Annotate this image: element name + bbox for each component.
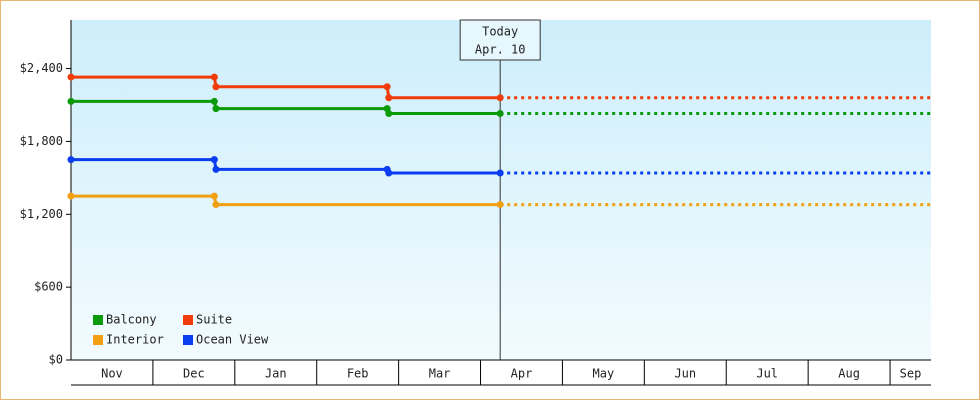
- today-date: Apr. 10: [475, 43, 526, 57]
- point: [212, 201, 220, 209]
- legend-label: Balcony: [106, 313, 157, 327]
- y-tick-label: $0: [49, 353, 63, 367]
- legend-label: Ocean View: [196, 333, 269, 347]
- point: [212, 165, 220, 173]
- legend-swatch: [183, 315, 193, 325]
- legend-swatch: [93, 315, 103, 325]
- today-box: [459, 19, 541, 61]
- legend-swatch: [183, 335, 193, 345]
- point: [212, 83, 220, 91]
- y-tick-label: $2,400: [20, 61, 63, 75]
- point: [67, 192, 75, 200]
- x-tick-label: Jun: [674, 367, 696, 381]
- point: [496, 169, 504, 177]
- point: [210, 97, 218, 105]
- y-tick-label: $600: [34, 280, 63, 294]
- series-line: [71, 194, 501, 207]
- x-tick-label: Mar: [429, 367, 451, 381]
- point: [210, 73, 218, 81]
- x-tick-label: Dec: [183, 367, 205, 381]
- point: [210, 156, 218, 164]
- x-tick-label: Aug: [838, 367, 860, 381]
- legend-label: Suite: [196, 313, 232, 327]
- point: [496, 110, 504, 117]
- x-tick-label: May: [593, 367, 615, 381]
- point: [212, 105, 220, 113]
- point: [210, 192, 218, 200]
- point: [496, 94, 504, 102]
- x-tick-label: Nov: [101, 367, 123, 381]
- x-tick-label: Jan: [265, 367, 287, 381]
- point: [67, 97, 75, 105]
- legend-label: Interior: [106, 333, 164, 347]
- point: [385, 110, 393, 117]
- x-tick-label: Apr: [511, 367, 533, 381]
- y-tick-label: $1,800: [20, 134, 63, 148]
- point: [385, 94, 393, 102]
- series-line: [71, 75, 501, 100]
- x-tick-label: Sep: [900, 367, 922, 381]
- today-label: Today: [482, 25, 518, 39]
- series-line: [71, 99, 501, 115]
- point: [67, 73, 75, 81]
- point: [496, 201, 504, 209]
- legend-swatch: [93, 335, 103, 345]
- x-tick-label: Feb: [347, 367, 369, 381]
- point: [67, 156, 75, 164]
- series-line: [71, 158, 501, 175]
- x-tick-label: Jul: [756, 367, 778, 381]
- plot-area: [71, 20, 931, 360]
- point: [383, 83, 391, 91]
- point: [385, 169, 393, 177]
- y-tick-label: $1,200: [20, 207, 63, 221]
